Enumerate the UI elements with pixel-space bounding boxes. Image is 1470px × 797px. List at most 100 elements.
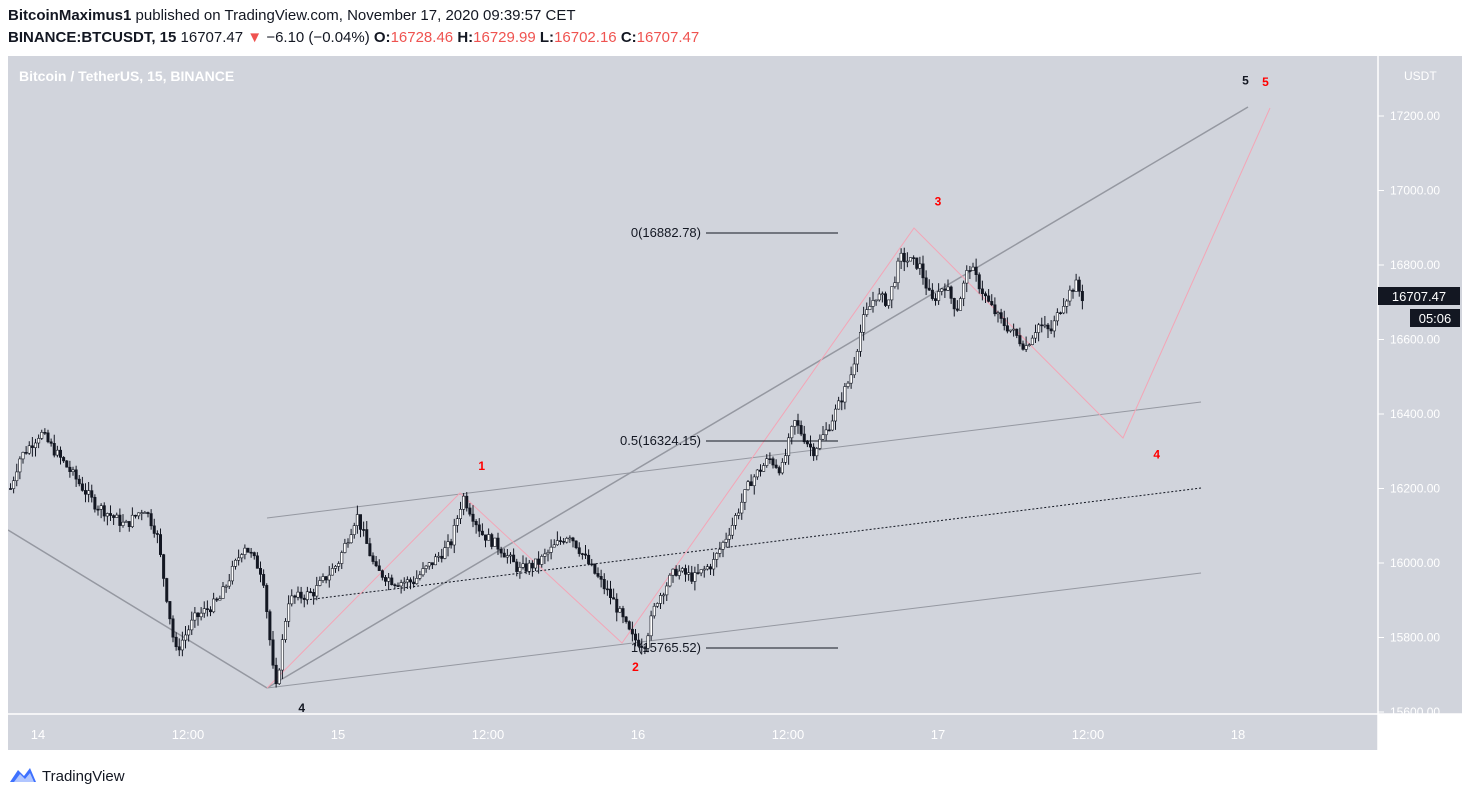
candle-body <box>1049 328 1053 332</box>
candle-body <box>783 455 787 463</box>
candle-body <box>533 558 537 569</box>
candle-body <box>171 618 175 638</box>
candle-body <box>346 542 350 545</box>
candle-body <box>1012 328 1016 331</box>
candle-body <box>752 476 756 487</box>
candle-body <box>499 548 503 554</box>
candle-body <box>1015 328 1019 336</box>
candle-body <box>633 633 637 641</box>
symbol-name: BINANCE:BTCUSDT, 15 <box>8 29 177 46</box>
candle-body <box>1065 300 1069 307</box>
candle-body <box>308 591 312 594</box>
time-tick-label: 12:00 <box>172 727 205 742</box>
tradingview-logo-icon <box>8 764 38 788</box>
candle-body <box>605 588 609 591</box>
candle-body <box>27 445 31 454</box>
candle-body <box>405 579 409 583</box>
candle-body <box>477 524 481 532</box>
candle-body <box>352 525 356 535</box>
candle-body <box>299 591 303 599</box>
candle-body <box>715 553 719 560</box>
candle-body <box>280 639 284 671</box>
candle-body <box>1046 324 1050 330</box>
candle-body <box>558 540 562 542</box>
candle-body <box>24 452 28 454</box>
candle-body <box>899 252 903 262</box>
candle-body <box>618 608 622 613</box>
candle-body <box>480 530 484 536</box>
chart-plot-area[interactable] <box>8 56 1378 714</box>
candle-body <box>358 514 362 530</box>
candle-body <box>587 554 591 565</box>
candle-body <box>62 457 66 462</box>
candle-body <box>468 507 472 515</box>
candle-body <box>890 286 894 301</box>
last-price-marker: 16707.47 05:06 <box>1378 287 1460 327</box>
candle-body <box>768 458 772 460</box>
candle-body <box>962 282 966 299</box>
candle-body <box>302 597 306 600</box>
candle-body <box>33 442 37 448</box>
candle-body <box>515 561 519 572</box>
currency-label: USDT <box>1404 69 1437 83</box>
candle-body <box>952 298 956 310</box>
candle-body <box>68 466 72 472</box>
candle-body <box>96 508 100 511</box>
candle-body <box>265 585 269 612</box>
candle-body <box>818 438 822 449</box>
wave-label-red: 4 <box>1153 448 1160 462</box>
price-tick-label: 16800.00 <box>1390 258 1440 272</box>
candle-body <box>1071 289 1075 292</box>
candle-body <box>668 574 672 587</box>
candle-body <box>746 481 750 490</box>
chart-title: Bitcoin / TetherUS, 15, BINANCE <box>19 68 234 84</box>
price-chart[interactable]: Bitcoin / TetherUS, 15, BINANCE USDT 156… <box>8 56 1462 750</box>
candle-body <box>924 277 928 289</box>
candle-body <box>408 579 412 583</box>
candle-body <box>196 612 200 618</box>
last-price-tag <box>1378 287 1460 305</box>
candle-body <box>471 513 475 522</box>
candle-body <box>377 565 381 571</box>
candle-body <box>30 445 34 448</box>
candle-body <box>893 282 897 287</box>
price-axis[interactable] <box>1378 56 1462 714</box>
candle-body <box>837 400 841 410</box>
candle-body <box>1055 312 1059 322</box>
candle-body <box>212 598 216 613</box>
candle-body <box>721 542 725 550</box>
candle-body <box>740 501 744 514</box>
candle-body <box>315 585 319 597</box>
candle-body <box>858 331 862 352</box>
candle-body <box>702 568 706 571</box>
candle-body <box>1062 306 1066 314</box>
candle-body <box>368 543 372 557</box>
candle-body <box>433 556 437 566</box>
candle-body <box>152 525 156 534</box>
footer-brand[interactable]: TradingView <box>8 764 125 788</box>
price-tick-label: 17000.00 <box>1390 184 1440 198</box>
candle-body <box>1077 279 1081 292</box>
publisher-name[interactable]: BitcoinMaximus1 <box>8 7 132 24</box>
candle-body <box>712 559 716 570</box>
candle-body <box>683 568 687 575</box>
candle-body <box>190 619 194 631</box>
candle-body <box>749 481 753 487</box>
candle-body <box>49 441 53 444</box>
candle-body <box>1059 312 1063 315</box>
candle-body <box>155 533 159 535</box>
candle-body <box>577 547 581 554</box>
candle-body <box>974 266 978 275</box>
candle-body <box>590 563 594 566</box>
time-axis[interactable] <box>8 714 1378 750</box>
candle-body <box>333 566 337 569</box>
candle-body <box>737 512 741 516</box>
candle-body <box>249 551 253 554</box>
price-tick-label: 15600.00 <box>1390 705 1440 719</box>
candle-body <box>362 529 366 531</box>
trend-line <box>8 529 268 689</box>
candle-body <box>121 521 125 526</box>
candle-body <box>402 581 406 584</box>
candle-body <box>512 554 516 563</box>
candle-body <box>1034 332 1038 339</box>
